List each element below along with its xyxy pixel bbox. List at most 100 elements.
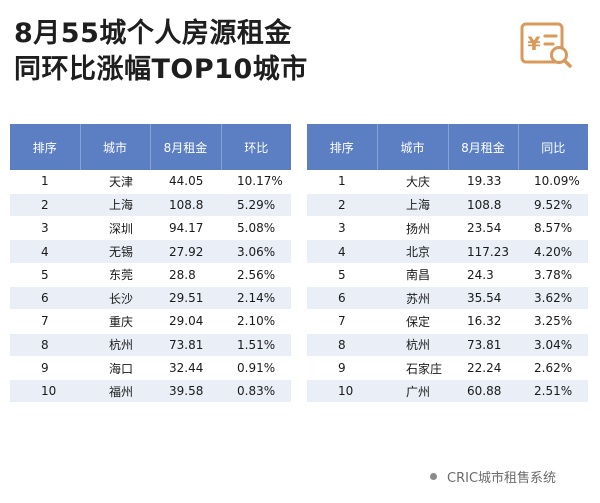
rent-cell: 60.88 xyxy=(448,379,518,404)
table-row: 10 福州 39.58 0.83% xyxy=(10,379,291,404)
city-cell: 保定 xyxy=(377,309,448,334)
city-cell: 重庆 xyxy=(80,309,150,334)
rate-cell: 5.08% xyxy=(221,216,291,241)
rate-cell: 10.09% xyxy=(518,170,588,194)
rate-cell: 5.29% xyxy=(221,193,291,218)
rate-cell: 2.14% xyxy=(221,286,291,311)
header-yoy: 同比 xyxy=(518,124,588,170)
rank-cell: 8 xyxy=(307,333,377,357)
page-title: 8月55城个人房源租金 同环比涨幅TOP10城市 xyxy=(14,16,308,88)
header-rank: 排序 xyxy=(10,124,81,170)
city-cell: 上海 xyxy=(377,193,448,218)
city-cell: 广州 xyxy=(377,379,448,404)
yoy-growth-table: 排序 城市 8月租金 同比 1 大庆 19.33 10.09% 2 上海 108.8 9.52… xyxy=(307,124,588,404)
rate-cell: 4.20% xyxy=(518,239,588,264)
rank-cell: 5 xyxy=(10,263,80,287)
table-row: 3 深圳 94.17 5.08% xyxy=(10,216,291,241)
rent-cell: 108.8 xyxy=(448,193,518,218)
rank-cell: 9 xyxy=(307,356,377,381)
rank-cell: 3 xyxy=(10,216,80,241)
header-mom: 环比 xyxy=(221,124,291,170)
bullet-dot xyxy=(430,473,437,480)
rate-cell: 2.10% xyxy=(221,309,291,334)
rent-cell: 19.33 xyxy=(448,170,518,194)
rank-cell: 2 xyxy=(10,193,80,218)
mom-growth-table: 排序 城市 8月租金 环比 1 天津 44.05 10.17% 2 上海 108.8 5.29… xyxy=(10,124,291,404)
table-row: 6 长沙 29.51 2.14% xyxy=(10,286,291,311)
rank-cell: 8 xyxy=(10,333,80,357)
rank-cell: 5 xyxy=(307,263,377,287)
rent-cell: 27.92 xyxy=(150,239,221,264)
rent-cell: 22.24 xyxy=(448,356,518,381)
header-city: 城市 xyxy=(80,124,151,170)
rent-cell: 23.54 xyxy=(448,216,518,241)
yen-symbol: ¥ xyxy=(527,33,540,55)
rate-cell: 3.25% xyxy=(518,309,588,334)
title-line-2: 同环比涨幅TOP10城市 xyxy=(14,54,308,85)
city-cell: 长沙 xyxy=(80,286,150,311)
rent-cell: 35.54 xyxy=(448,286,518,311)
rank-cell: 2 xyxy=(307,193,377,218)
rank-cell: 7 xyxy=(10,309,80,334)
table-row: 2 上海 108.8 5.29% xyxy=(10,193,291,218)
city-cell: 杭州 xyxy=(377,333,448,357)
rank-cell: 1 xyxy=(307,170,377,194)
rate-cell: 2.56% xyxy=(221,263,291,287)
title-line-1: 8月55城个人房源租金 xyxy=(14,18,292,49)
city-cell: 北京 xyxy=(377,239,448,264)
city-cell: 南昌 xyxy=(377,263,448,287)
table-row: 4 北京 117.23 4.20% xyxy=(307,239,588,264)
table-row: 9 海口 32.44 0.91% xyxy=(10,356,291,381)
rank-cell: 4 xyxy=(10,239,80,264)
city-cell: 深圳 xyxy=(80,216,150,241)
rent-cell: 73.81 xyxy=(150,333,221,357)
header-rent: 8月租金 xyxy=(150,124,222,170)
rank-cell: 10 xyxy=(307,379,377,404)
table-row: 6 苏州 35.54 3.62% xyxy=(307,286,588,311)
city-cell: 海口 xyxy=(80,356,150,381)
rank-cell: 9 xyxy=(10,356,80,381)
city-cell: 扬州 xyxy=(377,216,448,241)
rank-cell: 6 xyxy=(307,286,377,311)
rank-cell: 10 xyxy=(10,379,80,404)
source-note: CRIC城市租售系统 xyxy=(430,467,556,486)
rent-cell: 44.05 xyxy=(150,170,221,194)
rate-cell: 2.62% xyxy=(518,356,588,381)
table-row: 8 杭州 73.81 3.04% xyxy=(307,333,588,357)
table-header-row: 排序 城市 8月租金 环比 xyxy=(10,124,291,170)
rank-cell: 3 xyxy=(307,216,377,241)
table-row: 1 天津 44.05 10.17% xyxy=(10,170,291,194)
rate-cell: 2.51% xyxy=(518,379,588,404)
city-cell: 东莞 xyxy=(80,263,150,287)
table-row: 5 东莞 28.8 2.56% xyxy=(10,263,291,287)
rent-cell: 32.44 xyxy=(150,356,221,381)
rate-cell: 3.62% xyxy=(518,286,588,311)
city-cell: 天津 xyxy=(80,170,150,194)
city-cell: 苏州 xyxy=(377,286,448,311)
rate-cell: 9.52% xyxy=(518,193,588,218)
city-cell: 福州 xyxy=(80,379,150,404)
city-cell: 大庆 xyxy=(377,170,448,194)
table-row: 8 杭州 73.81 1.51% xyxy=(10,333,291,357)
table-row: 3 扬州 23.54 8.57% xyxy=(307,216,588,241)
table-row: 5 南昌 24.3 3.78% xyxy=(307,263,588,287)
rank-cell: 6 xyxy=(10,286,80,311)
rent-cell: 24.3 xyxy=(448,263,518,287)
table-row: 7 保定 16.32 3.25% xyxy=(307,309,588,334)
table-header-row: 排序 城市 8月租金 同比 xyxy=(307,124,588,170)
table-row: 2 上海 108.8 9.52% xyxy=(307,193,588,218)
source-label: CRIC城市租售系统 xyxy=(447,471,557,486)
rate-cell: 3.04% xyxy=(518,333,588,357)
rate-cell: 10.17% xyxy=(221,170,291,194)
city-cell: 石家庄 xyxy=(377,356,448,381)
rent-cell: 29.51 xyxy=(150,286,221,311)
rate-cell: 8.57% xyxy=(518,216,588,241)
rent-cell: 29.04 xyxy=(150,309,221,334)
rent-cell: 73.81 xyxy=(448,333,518,357)
city-cell: 上海 xyxy=(80,193,150,218)
rent-cell: 28.8 xyxy=(150,263,221,287)
rate-cell: 3.06% xyxy=(221,239,291,264)
rank-cell: 1 xyxy=(10,170,80,194)
city-cell: 无锡 xyxy=(80,239,150,264)
rank-cell: 4 xyxy=(307,239,377,264)
